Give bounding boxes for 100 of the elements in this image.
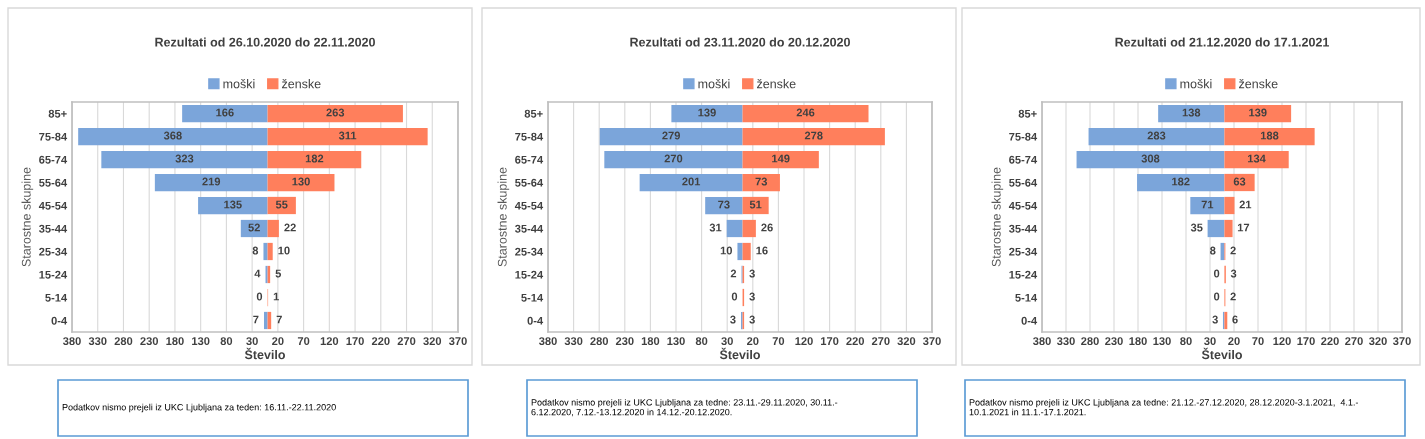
data-label: 7 bbox=[253, 315, 259, 324]
legend-label: moški bbox=[698, 79, 730, 89]
y-tick-label: 45-54 bbox=[38, 201, 68, 210]
y-tick-label: 45-54 bbox=[1008, 201, 1038, 210]
text: Podatkov nismo prejeli iz UKC Ljubljana za tedne: 21.12.-27.12.2020, 28.12.2020-3.1.2021, 4.1.- 10.1.2021 in 11.1.-17.1.2021. bbox=[969, 398, 1359, 416]
x-tick-label: 20 bbox=[272, 337, 284, 346]
x-tick-label: 230 bbox=[140, 337, 159, 346]
data-label: 2 bbox=[730, 269, 737, 278]
x-tick-label: 120 bbox=[1273, 337, 1291, 346]
legend-label: ženske bbox=[282, 79, 321, 89]
x-tick-label: 170 bbox=[821, 337, 839, 346]
y-tick-label: 25-34 bbox=[39, 247, 68, 256]
x-tick-label: 280 bbox=[590, 337, 609, 346]
data-label: 219 bbox=[202, 177, 221, 186]
data-label: 4 bbox=[254, 269, 261, 278]
data-label: 246 bbox=[796, 108, 815, 117]
x-tick-label: 270 bbox=[871, 337, 890, 346]
y-tick-label: 65-74 bbox=[39, 155, 68, 164]
y-tick-label: 15-24 bbox=[515, 270, 544, 279]
x-tick-label: 380 bbox=[538, 337, 557, 346]
data-label: 279 bbox=[662, 131, 680, 140]
y-tick-label: 75-84 bbox=[39, 132, 68, 141]
x-tick-label: 220 bbox=[1321, 337, 1339, 346]
data-label: 10 bbox=[278, 246, 290, 255]
y-tick-label: 75-84 bbox=[1009, 132, 1038, 141]
y-tick-label: 55-64 bbox=[39, 178, 68, 187]
data-label: 2 bbox=[1230, 246, 1236, 255]
data-label: 22 bbox=[284, 223, 296, 232]
data-label: 71 bbox=[1201, 200, 1214, 209]
data-label: 134 bbox=[1247, 154, 1266, 163]
data-label: 3 bbox=[730, 315, 736, 324]
data-label: 283 bbox=[1147, 131, 1166, 140]
data-label: 188 bbox=[1260, 131, 1279, 140]
y-tick-label: 5-14 bbox=[1015, 293, 1038, 302]
x-tick-label: 170 bbox=[1297, 337, 1315, 346]
data-label: 52 bbox=[248, 223, 260, 232]
y-tick-label: 25-34 bbox=[1009, 247, 1038, 256]
x-tick-label: 370 bbox=[922, 337, 941, 346]
data-label: 3 bbox=[749, 315, 755, 324]
data-label: 55 bbox=[275, 200, 288, 209]
data-label: 3 bbox=[1212, 315, 1218, 324]
data-label: 51 bbox=[749, 200, 762, 209]
data-label: 1 bbox=[273, 292, 279, 301]
x-tick-label: 130 bbox=[667, 337, 685, 346]
data-label: 0 bbox=[731, 292, 738, 301]
y-tick-label: 5-14 bbox=[521, 293, 544, 302]
y-tick-label: 25-34 bbox=[515, 247, 544, 256]
y-tick-label: 65-74 bbox=[515, 155, 544, 164]
x-tick-label: 120 bbox=[320, 337, 339, 346]
data-label: 17 bbox=[1237, 223, 1250, 232]
x-tick-label: 130 bbox=[1153, 337, 1171, 346]
x-tick-label: 330 bbox=[564, 337, 583, 346]
data-label: 16 bbox=[756, 246, 768, 255]
data-label: 0 bbox=[1213, 269, 1220, 278]
legend-label: ženske bbox=[1239, 79, 1278, 89]
data-label: 166 bbox=[216, 108, 234, 117]
x-tick-label: 230 bbox=[1105, 337, 1123, 346]
data-label: 5 bbox=[275, 269, 282, 278]
text: Podatkov nismo prejeli iz UKC Ljubljana za tedne: 23.11.-29.11.2020, 30.11.- 6.12.2020, 7.12.-13.12.2020 in 14.12.-20.12.2020. bbox=[531, 398, 838, 417]
data-label: 8 bbox=[252, 246, 259, 255]
x-tick-label: 320 bbox=[897, 337, 916, 346]
y-tick-label: 55-64 bbox=[515, 178, 544, 187]
x-tick-label: 320 bbox=[1368, 337, 1387, 346]
x-tick-label: 30 bbox=[721, 337, 733, 346]
x-tick-label: 280 bbox=[1081, 337, 1099, 346]
x-tick-label: 230 bbox=[615, 337, 634, 346]
data-label: 3 bbox=[749, 269, 755, 278]
text: Podatkov nismo prejeli iz UKC Ljubljana za teden: 16.11.-22.11.2020 bbox=[62, 403, 336, 413]
x-axis-title: Število bbox=[719, 347, 760, 360]
legend-label: moški bbox=[223, 79, 255, 89]
x-tick-label: 80 bbox=[220, 337, 233, 346]
x-tick-label: 30 bbox=[246, 337, 258, 346]
y-tick-label: 5-14 bbox=[45, 293, 68, 302]
data-label: 130 bbox=[292, 177, 310, 186]
y-tick-label: 35-44 bbox=[1008, 224, 1038, 233]
y-tick-label: 85+ bbox=[524, 109, 543, 118]
x-tick-label: 170 bbox=[346, 337, 364, 346]
data-label: 138 bbox=[1182, 108, 1201, 117]
x-tick-label: 20 bbox=[1228, 337, 1240, 346]
y-tick-label: 55-64 bbox=[1009, 178, 1038, 187]
data-label: 26 bbox=[761, 223, 773, 232]
data-label: 368 bbox=[163, 131, 182, 140]
data-label: 201 bbox=[682, 177, 701, 186]
data-label: 10 bbox=[720, 246, 732, 255]
y-tick-label: 0-4 bbox=[527, 316, 544, 325]
x-tick-label: 370 bbox=[448, 337, 467, 346]
y-tick-label: 15-24 bbox=[39, 270, 68, 279]
x-tick-label: 70 bbox=[297, 337, 310, 346]
data-label: 73 bbox=[718, 200, 730, 209]
y-axis-title: Starostne skupine bbox=[497, 167, 510, 267]
y-tick-label: 35-44 bbox=[514, 224, 544, 233]
data-label: 2 bbox=[1230, 292, 1236, 301]
legend-label: ženske bbox=[757, 79, 796, 89]
y-tick-label: 0-4 bbox=[51, 316, 68, 325]
data-label: 3 bbox=[749, 292, 755, 301]
data-label: 270 bbox=[664, 154, 683, 163]
x-tick-label: 380 bbox=[1032, 337, 1051, 346]
x-tick-label: 330 bbox=[1056, 337, 1075, 346]
data-label: 182 bbox=[1172, 177, 1190, 186]
x-tick-label: 370 bbox=[1392, 337, 1411, 346]
